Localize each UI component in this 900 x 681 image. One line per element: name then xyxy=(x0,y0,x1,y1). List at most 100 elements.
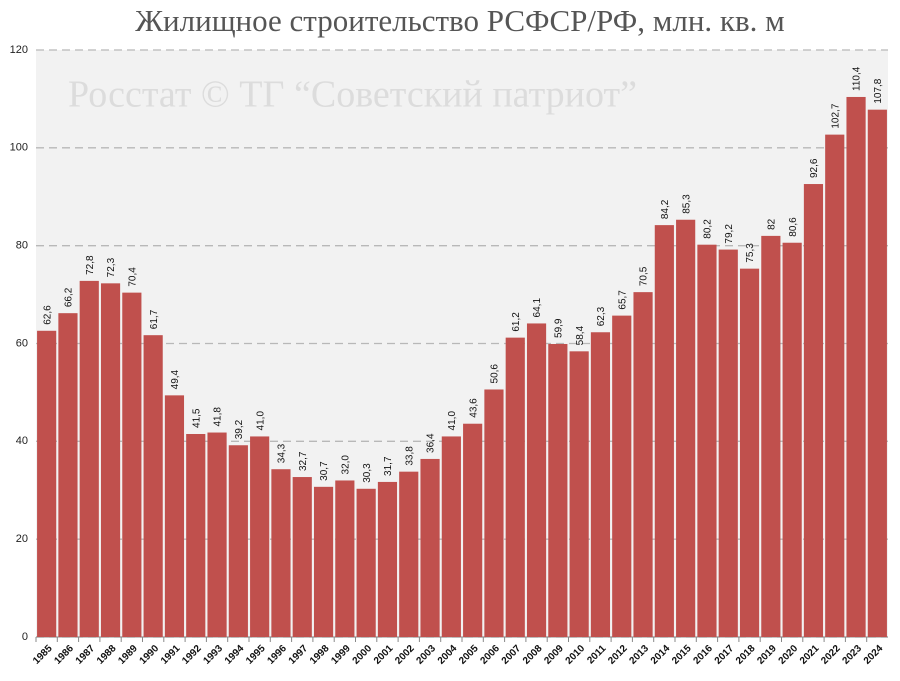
x-tick-label: 1989 xyxy=(116,643,140,667)
value-label: 66,2 xyxy=(64,287,75,307)
bar xyxy=(803,184,824,637)
bar xyxy=(377,481,398,637)
y-tick-label: 100 xyxy=(10,142,28,154)
value-label: 49,4 xyxy=(170,369,181,389)
bar xyxy=(292,477,312,637)
bar xyxy=(505,337,525,637)
x-tick-label: 2004 xyxy=(436,643,460,667)
bar xyxy=(207,432,227,637)
value-label: 65,7 xyxy=(617,290,628,310)
value-label: 84,2 xyxy=(660,199,671,219)
bar xyxy=(356,488,376,637)
value-label: 70,4 xyxy=(127,267,138,287)
bar xyxy=(526,323,547,637)
value-label: 30,7 xyxy=(319,461,330,481)
x-tick-label: 1996 xyxy=(265,643,289,667)
value-label: 102,7 xyxy=(830,103,841,128)
x-tick-label: 2006 xyxy=(478,643,502,667)
x-tick-label: 1992 xyxy=(180,643,204,667)
x-tick-label: 2001 xyxy=(372,643,396,667)
bar xyxy=(633,292,653,637)
bar xyxy=(463,423,483,637)
value-label: 62,6 xyxy=(42,305,53,325)
bar xyxy=(548,343,568,637)
bar xyxy=(399,471,419,637)
x-tick-label: 2014 xyxy=(649,643,673,667)
value-label: 39,2 xyxy=(234,419,245,439)
bar xyxy=(718,249,738,637)
x-tick-label: 2018 xyxy=(734,643,758,667)
x-tick-label: 2023 xyxy=(841,643,865,667)
value-label: 79,2 xyxy=(724,224,735,244)
plot-area xyxy=(36,50,888,637)
y-tick-label: 0 xyxy=(22,631,28,643)
bar xyxy=(313,486,334,637)
y-tick-label: 40 xyxy=(16,435,28,447)
value-label: 59,9 xyxy=(553,318,564,338)
value-label: 41,5 xyxy=(191,408,202,428)
x-tick-label: 1995 xyxy=(244,643,268,667)
x-tick-label: 2012 xyxy=(606,643,630,667)
value-label: 75,3 xyxy=(745,243,756,263)
value-label: 32,7 xyxy=(298,451,309,471)
value-label: 33,8 xyxy=(404,446,415,466)
x-tick-label: 1994 xyxy=(223,643,247,667)
value-label: 110,4 xyxy=(852,66,863,91)
bar xyxy=(420,458,440,637)
bar xyxy=(782,242,802,637)
x-tick-label: 1987 xyxy=(74,643,98,667)
bar xyxy=(122,292,142,637)
y-tick-label: 120 xyxy=(10,44,28,56)
x-tick-label: 1991 xyxy=(159,643,183,667)
x-tick-label: 1993 xyxy=(202,643,226,667)
x-tick-label: 1999 xyxy=(329,643,353,667)
x-tick-label: 2009 xyxy=(542,643,566,667)
bar xyxy=(250,436,270,637)
bar xyxy=(867,109,887,637)
x-tick-label: 1988 xyxy=(95,643,119,667)
bar xyxy=(846,96,866,637)
x-tick-label: 2005 xyxy=(457,643,481,667)
x-tick-label: 2016 xyxy=(691,643,715,667)
x-tick-label: 2008 xyxy=(521,643,545,667)
bar xyxy=(825,134,845,637)
watermark: Росстат © ТГ “Советский патриот” xyxy=(68,74,637,116)
value-label: 50,6 xyxy=(490,364,501,384)
x-tick-label: 2003 xyxy=(415,643,439,667)
bar xyxy=(164,395,185,637)
value-label: 92,6 xyxy=(809,158,820,178)
x-tick-label: 2021 xyxy=(798,643,822,667)
bar xyxy=(37,330,57,637)
bar xyxy=(58,313,78,637)
value-label: 72,8 xyxy=(85,255,96,275)
bar xyxy=(335,480,355,637)
bar xyxy=(590,332,611,637)
x-tick-label: 1986 xyxy=(52,643,76,667)
bar xyxy=(484,389,504,637)
value-label: 34,3 xyxy=(277,443,288,463)
value-label: 31,7 xyxy=(383,456,394,476)
x-tick-label: 2017 xyxy=(713,643,737,667)
x-tick-label: 2013 xyxy=(628,643,652,667)
value-label: 61,7 xyxy=(149,309,160,329)
value-label: 41,0 xyxy=(447,411,458,431)
value-label: 70,5 xyxy=(639,266,650,286)
bar xyxy=(569,351,589,637)
value-label: 80,2 xyxy=(703,219,714,239)
bar xyxy=(100,283,121,637)
x-tick-label: 2007 xyxy=(500,643,524,667)
bar xyxy=(271,469,291,637)
value-label: 36,4 xyxy=(426,433,437,453)
value-label: 62,3 xyxy=(596,306,607,326)
bar xyxy=(228,445,248,637)
bar xyxy=(761,235,781,637)
x-tick-label: 1990 xyxy=(138,643,162,667)
x-tick-label: 2024 xyxy=(862,643,886,667)
x-tick-label: 1985 xyxy=(31,643,55,667)
x-tick-label: 2000 xyxy=(351,643,375,667)
value-label: 85,3 xyxy=(681,194,692,214)
bar xyxy=(697,244,717,637)
bar xyxy=(441,436,461,637)
